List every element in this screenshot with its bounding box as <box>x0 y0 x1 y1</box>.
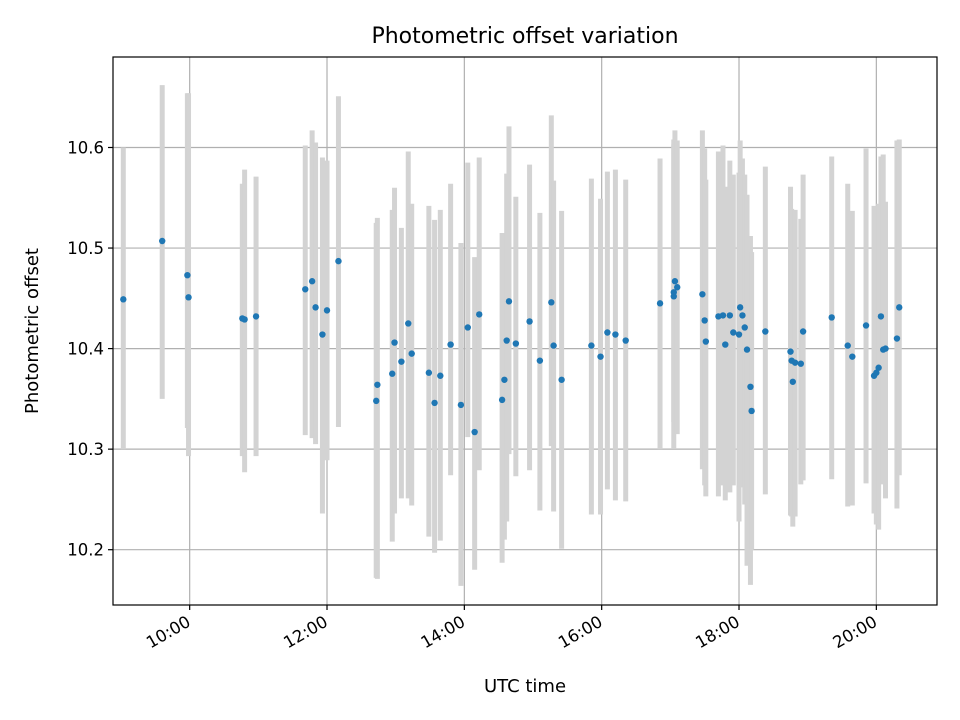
data-point <box>789 378 796 385</box>
data-point <box>512 340 520 347</box>
data-point <box>374 381 381 388</box>
data-point <box>893 335 901 342</box>
data-point <box>828 314 835 321</box>
data-point <box>425 369 433 376</box>
data-point <box>536 357 544 364</box>
data-point <box>373 397 380 405</box>
data-point <box>862 322 870 329</box>
data-point <box>699 291 706 298</box>
data-point <box>498 396 506 404</box>
data-point <box>471 428 478 436</box>
data-point <box>503 337 510 344</box>
data-point <box>875 364 882 371</box>
data-point <box>184 271 191 279</box>
data-point <box>437 372 444 379</box>
data-point <box>335 257 342 265</box>
y-tick-label: 10.3 <box>67 440 104 459</box>
data-point <box>873 369 880 376</box>
data-point <box>799 328 807 335</box>
data-point <box>736 304 744 311</box>
data-point <box>120 296 127 303</box>
data-point <box>735 331 743 338</box>
data-point <box>159 237 166 245</box>
data-point <box>656 300 664 307</box>
data-point <box>588 342 595 349</box>
data-point <box>741 324 748 331</box>
data-point <box>319 331 326 338</box>
data-point <box>622 337 629 344</box>
data-point <box>701 317 708 324</box>
data-point <box>797 360 805 367</box>
y-tick-label: 10.5 <box>67 239 104 258</box>
data-point <box>747 383 754 391</box>
data-point <box>323 307 331 314</box>
data-point <box>464 324 471 331</box>
data-point <box>457 401 465 409</box>
data-point <box>431 399 438 407</box>
data-point <box>762 328 769 335</box>
data-point <box>844 342 851 349</box>
data-point <box>719 312 727 319</box>
data-point <box>312 304 319 311</box>
data-point <box>674 284 681 291</box>
data-point <box>791 359 799 366</box>
data-point <box>308 278 316 285</box>
data-point <box>748 407 755 415</box>
data-point <box>702 338 710 345</box>
data-point <box>597 353 604 360</box>
data-point <box>896 304 903 311</box>
chart-title: Photometric offset variation <box>371 24 678 49</box>
data-point <box>722 341 729 348</box>
data-point <box>398 358 405 365</box>
data-point <box>476 311 483 318</box>
data-point <box>501 376 508 383</box>
y-axis-label: Photometric offset <box>22 248 43 414</box>
data-point <box>730 329 737 336</box>
data-point <box>252 313 260 320</box>
data-point <box>612 331 619 338</box>
y-tick-label: 10.2 <box>67 541 104 560</box>
data-point <box>743 346 751 353</box>
data-point <box>185 294 192 301</box>
y-tick-label: 10.4 <box>67 340 104 359</box>
data-point <box>391 339 398 346</box>
data-point <box>558 376 565 383</box>
data-point <box>671 278 679 285</box>
data-point <box>726 312 734 319</box>
data-point <box>405 320 412 327</box>
data-point <box>877 313 885 320</box>
data-point <box>604 329 611 336</box>
data-point <box>739 312 746 319</box>
data-point <box>526 318 533 325</box>
data-point <box>408 350 415 357</box>
data-point <box>302 286 309 293</box>
y-tick-label: 10.6 <box>67 138 104 157</box>
plot-area-frame <box>112 56 938 606</box>
data-point <box>670 289 677 296</box>
data-point <box>548 299 555 306</box>
data-point <box>882 345 889 352</box>
data-point <box>447 341 454 348</box>
data-point <box>787 348 794 355</box>
data-point <box>550 342 557 349</box>
x-axis-label: UTC time <box>484 676 566 697</box>
data-point <box>389 370 396 377</box>
data-points <box>120 237 903 436</box>
data-point <box>849 353 856 360</box>
data-point <box>505 298 513 305</box>
y-axis-ticks: 10.2 10.3 10.4 10.5 10.6 <box>67 138 113 560</box>
data-point <box>241 316 248 323</box>
